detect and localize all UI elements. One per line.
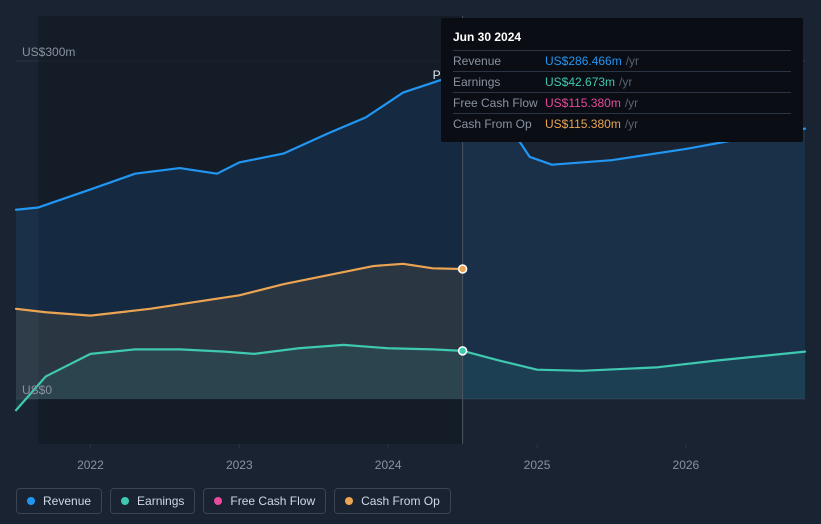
y-axis-label: US$0 bbox=[22, 383, 52, 397]
tooltip-row-revenue: RevenueUS$286.466m/yr bbox=[453, 50, 791, 71]
tooltip-unit: /yr bbox=[619, 75, 632, 89]
legend-item-earnings[interactable]: Earnings bbox=[110, 488, 195, 514]
x-axis-label: 2025 bbox=[524, 458, 551, 472]
legend-item-free_cash_flow[interactable]: Free Cash Flow bbox=[203, 488, 326, 514]
tooltip-label: Earnings bbox=[453, 75, 545, 89]
legend-item-revenue[interactable]: Revenue bbox=[16, 488, 102, 514]
tooltip-row-earnings: EarningsUS$42.673m/yr bbox=[453, 71, 791, 92]
tooltip-value: US$42.673m bbox=[545, 75, 615, 89]
chart-tooltip: Jun 30 2024 RevenueUS$286.466m/yrEarning… bbox=[441, 18, 803, 142]
legend-label: Revenue bbox=[43, 494, 91, 508]
y-axis-label: US$300m bbox=[22, 45, 75, 59]
legend-label: Earnings bbox=[137, 494, 184, 508]
tooltip-row-free_cash_flow: Free Cash FlowUS$115.380m/yr bbox=[453, 92, 791, 113]
tooltip-date: Jun 30 2024 bbox=[453, 26, 791, 50]
tooltip-label: Free Cash Flow bbox=[453, 96, 545, 110]
chart-legend: Revenue Earnings Free Cash Flow Cash From O… bbox=[16, 488, 451, 514]
x-axis-label: 2023 bbox=[226, 458, 253, 472]
financials-chart: Jun 30 2024 RevenueUS$286.466m/yrEarning… bbox=[0, 0, 821, 524]
x-axis-label: 2024 bbox=[375, 458, 402, 472]
legend-item-cash_from_op[interactable]: Cash From Op bbox=[334, 488, 451, 514]
x-axis-label: 2026 bbox=[673, 458, 700, 472]
legend-swatch bbox=[121, 497, 129, 505]
tooltip-label: Revenue bbox=[453, 54, 545, 68]
tooltip-value: US$115.380m bbox=[545, 117, 621, 131]
legend-swatch bbox=[345, 497, 353, 505]
tooltip-value: US$115.380m bbox=[545, 96, 621, 110]
tooltip-unit: /yr bbox=[626, 54, 639, 68]
tooltip-value: US$286.466m bbox=[545, 54, 622, 68]
legend-swatch bbox=[214, 497, 222, 505]
tooltip-unit: /yr bbox=[625, 117, 638, 131]
x-axis-label: 2022 bbox=[77, 458, 104, 472]
legend-label: Free Cash Flow bbox=[230, 494, 315, 508]
tooltip-unit: /yr bbox=[625, 96, 638, 110]
legend-label: Cash From Op bbox=[361, 494, 440, 508]
tooltip-row-cash_from_op: Cash From OpUS$115.380m/yr bbox=[453, 113, 791, 134]
tooltip-label: Cash From Op bbox=[453, 117, 545, 131]
legend-swatch bbox=[27, 497, 35, 505]
